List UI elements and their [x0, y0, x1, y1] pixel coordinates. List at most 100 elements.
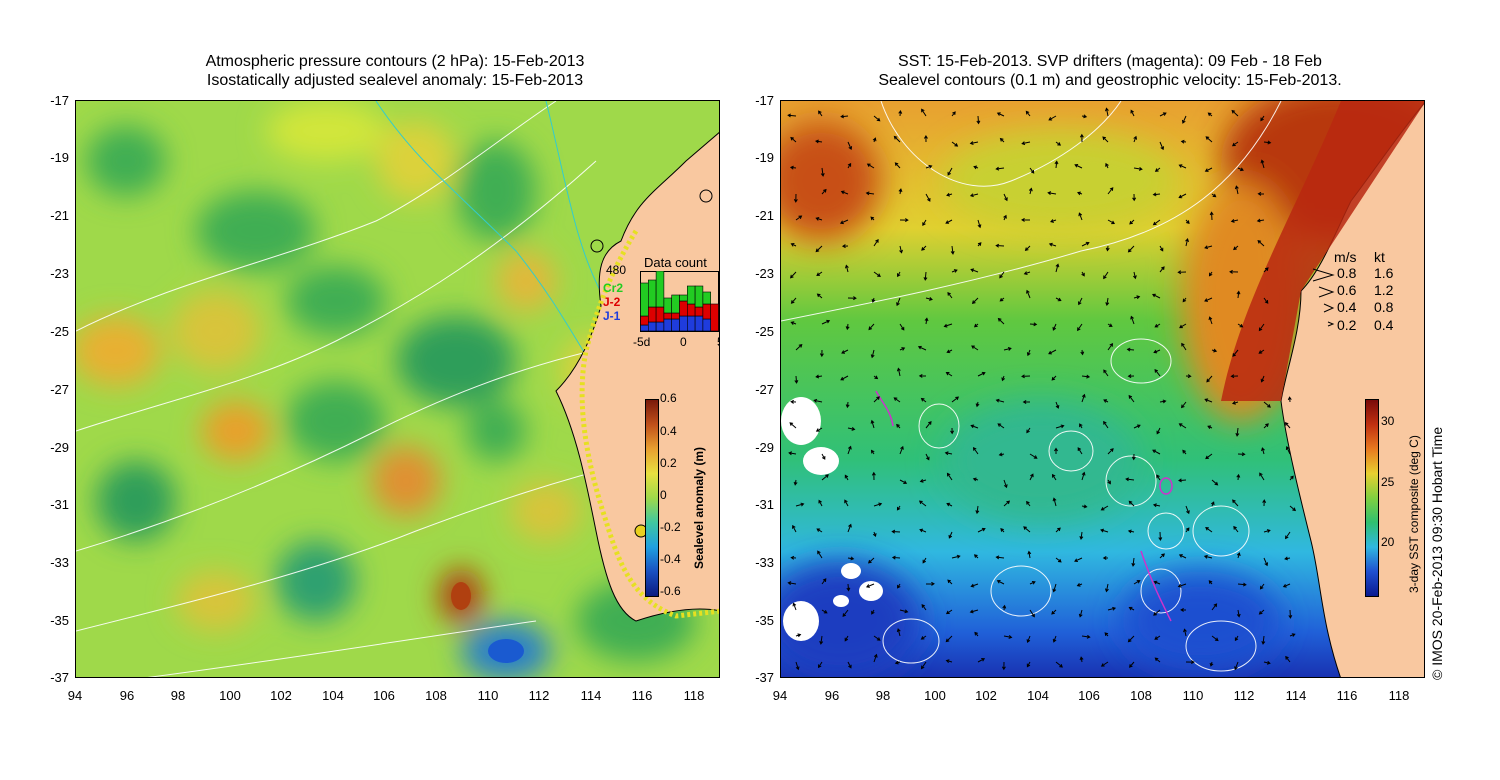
velocity-arrow	[1180, 139, 1187, 144]
legend-j2: J-2	[603, 295, 621, 309]
velocity-arrow	[946, 472, 953, 481]
data-count-bar-cr2	[663, 297, 672, 314]
velocity-arrow	[821, 188, 827, 195]
velocity-arrow	[1079, 423, 1083, 429]
velocity-arrow	[1152, 449, 1161, 455]
velocity-arrow	[1180, 607, 1187, 612]
left-xtick-6: 104	[322, 688, 344, 703]
velocity-arrow	[1177, 270, 1187, 275]
sealevel-anomaly-map[interactable]: Data count 480 Cr2 J-2 J-1 -5d 0 5 0.6 0…	[75, 100, 720, 678]
data-count-chart	[640, 271, 719, 332]
velocity-arrow	[1261, 447, 1265, 455]
velocity-arrow	[945, 659, 953, 664]
velocity-arrow	[873, 375, 879, 380]
velocity-arrow	[977, 527, 986, 533]
velocity-legend-row4-ms: 0.2	[1337, 317, 1357, 333]
velocity-arrow	[1287, 396, 1292, 403]
velocity-arrow	[896, 297, 901, 307]
velocity-arrow	[819, 635, 824, 645]
velocity-arrow	[918, 500, 927, 507]
right-ytick-1: -17	[755, 93, 774, 108]
velocity-arrow	[951, 141, 959, 147]
velocity-arrow	[1154, 323, 1161, 328]
left-ytick-3: -21	[50, 208, 69, 223]
velocity-arrow	[821, 578, 827, 585]
velocity-arrow	[817, 550, 823, 559]
velocity-arrow	[997, 317, 1005, 325]
velocity-arrow	[896, 423, 901, 429]
velocity-arrow	[1159, 245, 1164, 252]
velocity-arrow	[790, 243, 797, 247]
velocity-arrow	[921, 108, 927, 117]
velocity-arrow	[1130, 315, 1135, 325]
data-count-bar-j1	[648, 321, 657, 332]
data-count-bar-j1	[671, 318, 680, 332]
velocity-arrow	[1178, 478, 1187, 483]
velocity-arrow	[1179, 323, 1187, 329]
velocity-arrow	[1263, 660, 1271, 665]
velocity-arrow	[1288, 609, 1293, 619]
velocity-arrow	[873, 115, 881, 122]
velocity-arrow	[1077, 323, 1083, 332]
velocity-arrow	[1153, 609, 1161, 616]
velocity-arrow	[815, 139, 823, 144]
left-xtick-9: 110	[477, 688, 499, 703]
velocity-arrow	[789, 271, 797, 279]
velocity-arrow	[1103, 369, 1109, 377]
velocity-arrow	[1153, 349, 1161, 354]
velocity-arrow	[790, 136, 797, 143]
velocity-arrow	[842, 609, 849, 618]
right-xtick-5: 102	[975, 688, 997, 703]
left-ytick-4: -23	[50, 266, 69, 281]
velocity-arrow	[818, 499, 823, 507]
right-xtick-13: 118	[1388, 688, 1410, 703]
velocity-arrow	[1183, 628, 1187, 637]
velocity-arrow	[970, 583, 979, 588]
velocity-arrow	[925, 421, 932, 429]
velocity-arrow	[819, 349, 824, 358]
velocity-arrow	[1209, 661, 1214, 667]
velocity-arrow	[897, 583, 901, 589]
velocity-arrow	[787, 113, 797, 118]
velocity-arrow	[1230, 218, 1239, 223]
velocity-arrow	[790, 321, 797, 325]
velocity-arrow	[1209, 211, 1214, 221]
velocity-arrow	[1178, 193, 1187, 199]
velocity-arrow	[1051, 375, 1057, 381]
left-xtick-10: 112	[528, 688, 550, 703]
velocity-arrow	[1024, 245, 1031, 252]
velocity-arrow	[921, 604, 927, 611]
velocity-arrow	[897, 271, 901, 278]
velocity-arrow	[792, 524, 797, 533]
sst-map[interactable]: m/s kt 0.8 1.6 0.6 1.2 0.4 0.8 0.2 0.4 3…	[780, 100, 1425, 678]
velocity-arrow	[1051, 609, 1057, 615]
velocity-arrow	[795, 344, 803, 351]
velocity-arrow	[1159, 266, 1165, 273]
velocity-arrow	[977, 371, 986, 377]
velocity-arrow	[1133, 580, 1141, 585]
data-count-bar-j1	[640, 324, 649, 332]
left-ytick-7: -29	[50, 440, 69, 455]
velocity-arrow	[999, 137, 1005, 143]
velocity-arrow	[788, 451, 797, 456]
velocity-arrow	[1289, 475, 1294, 481]
sealevel-anomaly-field	[76, 101, 719, 677]
velocity-arrow	[847, 445, 852, 455]
velocity-arrow	[1133, 135, 1138, 143]
velocity-arrow	[1026, 427, 1031, 434]
velocity-arrow	[1131, 453, 1136, 461]
velocity-arrow	[996, 579, 1005, 585]
velocity-arrow	[972, 477, 979, 482]
velocity-arrow	[1103, 271, 1109, 280]
left-ytick-8: -31	[50, 497, 69, 512]
velocity-arrow	[1237, 167, 1244, 172]
data-count-bar-j2	[702, 303, 712, 320]
velocity-arrow	[795, 633, 802, 638]
velocity-arrow	[1159, 553, 1165, 559]
velocity-arrow	[1107, 479, 1111, 485]
velocity-arrow	[1234, 185, 1239, 195]
velocity-arrow	[1178, 164, 1187, 169]
velocity-arrow	[1263, 557, 1269, 567]
velocity-arrow	[871, 471, 876, 481]
velocity-arrow	[1152, 219, 1161, 226]
